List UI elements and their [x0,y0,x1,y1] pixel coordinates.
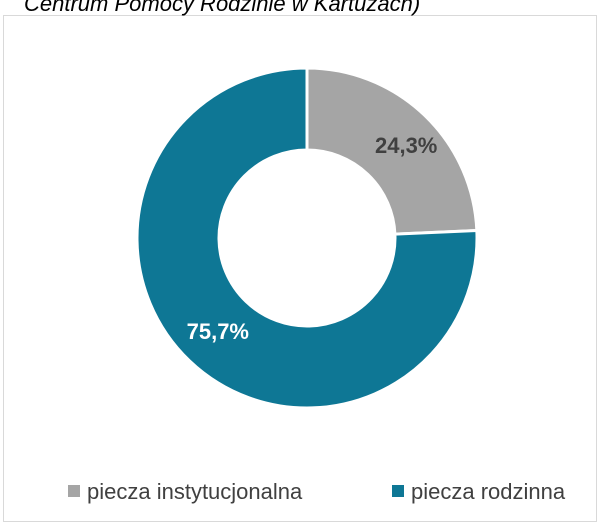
data-label: 75,7% [187,319,249,344]
legend-label: piecza rodzinna [411,479,566,504]
donut-slice [305,66,479,236]
donut-slice [135,66,479,410]
data-label: 24,3% [375,133,437,158]
chart-title: Centrum Pomocy Rodzinie w Kartuzach) [24,0,420,16]
legend-label: piecza instytucjonalna [87,479,303,504]
legend-swatch [392,485,404,497]
legend-swatch [68,485,80,497]
